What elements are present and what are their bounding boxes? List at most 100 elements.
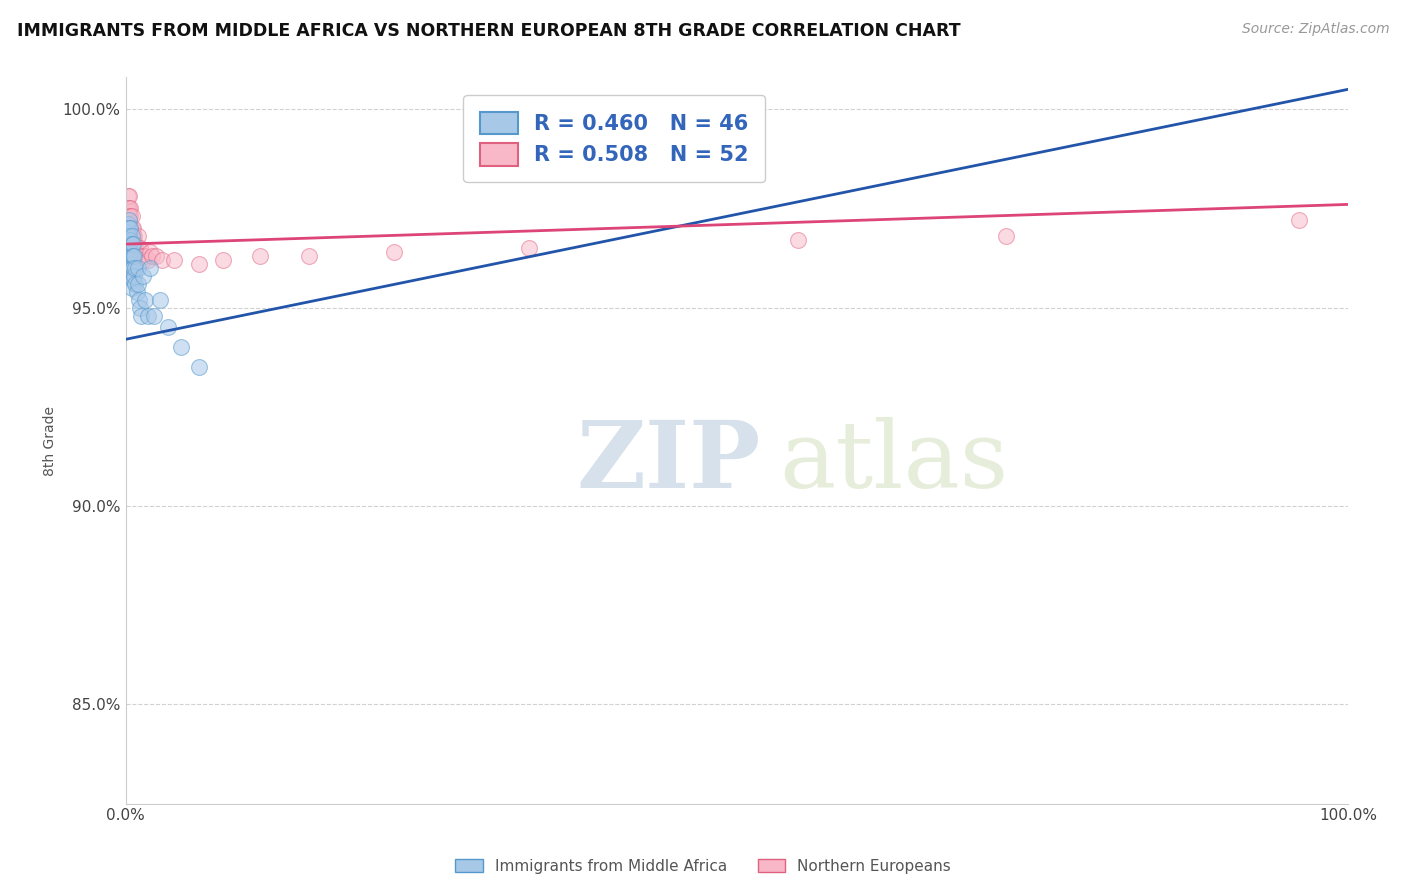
Point	[124, 237, 146, 252]
Point	[139, 245, 162, 260]
Text: Source: ZipAtlas.com: Source: ZipAtlas.com	[1241, 22, 1389, 37]
Point	[122, 229, 145, 244]
Point	[249, 249, 271, 263]
Point	[118, 229, 141, 244]
Point	[120, 257, 142, 271]
Point	[118, 249, 141, 263]
Point	[118, 229, 141, 244]
Point	[122, 273, 145, 287]
Point	[120, 233, 142, 247]
Point	[128, 293, 150, 307]
Point	[131, 309, 153, 323]
Point	[150, 252, 173, 267]
Point	[163, 252, 186, 267]
Point	[121, 268, 143, 283]
Point	[131, 249, 153, 263]
Point	[122, 221, 145, 235]
Point	[124, 260, 146, 275]
Point	[121, 260, 143, 275]
Point	[117, 237, 139, 252]
Point	[125, 285, 148, 299]
Point	[120, 245, 142, 260]
Text: ZIP: ZIP	[576, 417, 761, 508]
Point	[127, 241, 149, 255]
Point	[121, 241, 143, 255]
Point	[121, 229, 143, 244]
Point	[122, 241, 145, 255]
Point	[128, 249, 150, 263]
Point	[115, 229, 138, 244]
Point	[120, 210, 142, 224]
Point	[121, 210, 143, 224]
Point	[121, 237, 143, 252]
Point	[118, 249, 141, 263]
Point	[122, 241, 145, 255]
Point	[117, 210, 139, 224]
Point	[117, 229, 139, 244]
Point	[298, 249, 321, 263]
Point	[141, 249, 163, 263]
Point	[118, 202, 141, 216]
Point	[136, 309, 159, 323]
Point	[149, 293, 172, 307]
Legend: Immigrants from Middle Africa, Northern Europeans: Immigrants from Middle Africa, Northern …	[449, 853, 957, 880]
Point	[212, 252, 235, 267]
Point	[118, 260, 141, 275]
Point	[124, 277, 146, 291]
Point	[145, 249, 167, 263]
Point	[120, 229, 142, 244]
Point	[120, 221, 142, 235]
Point	[122, 268, 145, 283]
Point	[118, 237, 141, 252]
Point	[134, 249, 156, 263]
Point	[115, 210, 138, 224]
Point	[118, 221, 141, 235]
Point	[127, 260, 149, 275]
Point	[157, 320, 180, 334]
Legend: R = 0.460   N = 46, R = 0.508   N = 52: R = 0.460 N = 46, R = 0.508 N = 52	[464, 95, 765, 182]
Point	[142, 309, 165, 323]
Point	[121, 249, 143, 263]
Point	[139, 260, 162, 275]
Point	[117, 241, 139, 255]
Point	[131, 268, 153, 283]
Point	[384, 245, 406, 260]
Point	[127, 229, 149, 244]
Point	[187, 360, 209, 375]
Point	[786, 233, 808, 247]
Point	[118, 221, 141, 235]
Point	[994, 229, 1017, 244]
Point	[122, 237, 145, 252]
Point	[118, 189, 141, 203]
Point	[122, 249, 145, 263]
Point	[121, 281, 143, 295]
Point	[122, 229, 145, 244]
Point	[517, 241, 540, 255]
Point	[117, 202, 139, 216]
Point	[129, 301, 152, 315]
Point	[127, 277, 149, 291]
Point	[118, 213, 141, 227]
Point	[117, 221, 139, 235]
Point	[118, 241, 141, 255]
Point	[118, 210, 141, 224]
Point	[187, 257, 209, 271]
Point	[115, 221, 138, 235]
Point	[122, 260, 145, 275]
Point	[136, 252, 159, 267]
Text: atlas: atlas	[779, 417, 1008, 508]
Point	[131, 252, 153, 267]
Text: IMMIGRANTS FROM MIDDLE AFRICA VS NORTHERN EUROPEAN 8TH GRADE CORRELATION CHART: IMMIGRANTS FROM MIDDLE AFRICA VS NORTHER…	[17, 22, 960, 40]
Point	[120, 221, 142, 235]
Point	[115, 202, 138, 216]
Point	[117, 217, 139, 231]
Y-axis label: 8th Grade: 8th Grade	[44, 406, 58, 475]
Point	[121, 229, 143, 244]
Point	[1288, 213, 1310, 227]
Point	[117, 225, 139, 239]
Point	[169, 340, 191, 354]
Point	[122, 249, 145, 263]
Point	[120, 202, 142, 216]
Point	[117, 189, 139, 203]
Point	[134, 293, 156, 307]
